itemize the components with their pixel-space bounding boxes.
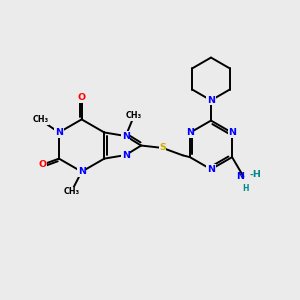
Text: N: N xyxy=(207,165,215,174)
Text: O: O xyxy=(39,160,47,169)
Text: N: N xyxy=(122,151,130,160)
Text: CH₃: CH₃ xyxy=(126,111,142,120)
Text: N: N xyxy=(122,131,130,140)
Text: N: N xyxy=(228,128,236,137)
Text: CH₃: CH₃ xyxy=(32,116,49,124)
Text: N: N xyxy=(207,96,215,105)
Text: -H: -H xyxy=(250,170,262,179)
Text: S: S xyxy=(159,143,166,152)
Text: N: N xyxy=(236,172,244,181)
Text: N: N xyxy=(78,167,86,176)
Text: O: O xyxy=(78,94,86,103)
Text: N: N xyxy=(55,128,63,137)
Text: CH₃: CH₃ xyxy=(63,188,79,196)
Text: N: N xyxy=(186,128,194,137)
Text: H: H xyxy=(242,184,249,194)
